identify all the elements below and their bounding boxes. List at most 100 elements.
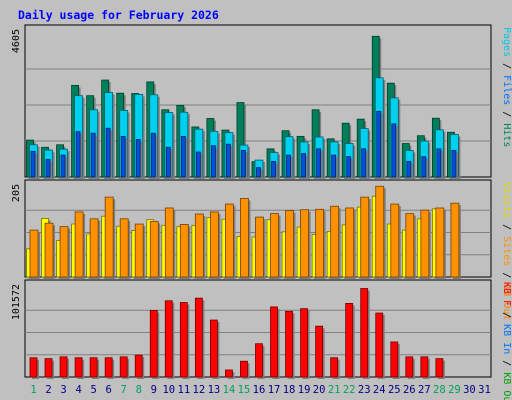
legend-entry: / <box>501 306 512 324</box>
bar-sites <box>104 196 114 278</box>
bar-files <box>301 153 306 178</box>
legend-entry: / <box>501 57 512 75</box>
bar-kb <box>435 358 444 378</box>
bar-sites <box>300 209 309 278</box>
x-tick-label: 23 <box>358 384 371 396</box>
bar-sites <box>29 229 39 278</box>
bar-sites <box>315 208 325 278</box>
x-tick-label: 7 <box>121 384 127 396</box>
panel-kbytes: 101572 KB F / KB In / KB Out <box>11 279 512 400</box>
bar-kb <box>44 358 53 378</box>
bar-files <box>195 151 201 178</box>
bar-files <box>75 131 81 178</box>
x-tick-label: 2 <box>45 384 51 396</box>
x-tick-label: 29 <box>448 384 461 396</box>
bar-sites <box>375 185 385 278</box>
bar-files <box>210 145 216 178</box>
x-tick-label: 9 <box>151 384 157 396</box>
legend: Visits / Sites / KB Out <box>501 182 512 320</box>
bar-files <box>30 150 36 178</box>
bar-sites <box>390 203 400 278</box>
x-tick-label: 6 <box>106 384 112 396</box>
bar-sites <box>119 218 129 278</box>
bar-files <box>271 160 276 178</box>
bar-files <box>241 150 246 178</box>
x-tick-label: 25 <box>388 384 401 396</box>
x-tick-label: 13 <box>208 384 221 396</box>
x-tick-label: 10 <box>162 384 175 396</box>
x-tick-label: 20 <box>313 384 326 396</box>
bar-files <box>286 154 291 178</box>
bar-sites <box>44 222 54 278</box>
bar-kb <box>74 357 83 378</box>
bar-files <box>346 156 352 178</box>
bar-kb <box>360 288 369 378</box>
x-tick-label: 15 <box>238 384 251 396</box>
bar-sites <box>194 213 204 278</box>
bar-files <box>165 146 171 178</box>
bar-sites <box>330 205 340 278</box>
x-tick-label: 11 <box>178 384 191 396</box>
x-tick-label: 18 <box>283 384 296 396</box>
bar-kb <box>345 302 354 378</box>
legend-entry: / <box>501 266 512 284</box>
x-tick-label: 3 <box>60 384 66 396</box>
bar-sites <box>285 210 294 278</box>
bar-sites <box>134 223 144 278</box>
bar-sites <box>179 224 189 278</box>
bar-kb <box>89 357 98 378</box>
legend-entry: Sites <box>501 236 512 266</box>
bar-kb <box>285 310 293 378</box>
bar-files <box>60 154 66 178</box>
bar-kb <box>149 310 158 378</box>
bar-sites <box>225 203 234 278</box>
bar-kb <box>420 356 429 378</box>
bar-kb <box>240 360 248 378</box>
x-tick-label: 19 <box>298 384 311 396</box>
bar-files <box>376 110 382 178</box>
bar-sites <box>450 202 460 278</box>
bar-kb <box>390 341 399 378</box>
bar-sites <box>209 211 219 278</box>
x-tick-label: 26 <box>403 384 416 396</box>
x-tick-label: 31 <box>478 384 491 396</box>
x-tick-label: 4 <box>75 384 81 396</box>
bar-kb <box>255 343 263 378</box>
bar-kb <box>375 312 384 378</box>
bar-kb <box>164 300 173 378</box>
x-tick-label: 5 <box>90 384 96 396</box>
legend: KB F / KB In / KB Out <box>501 282 512 400</box>
legend-entry: / <box>501 354 512 372</box>
bar-sites <box>435 207 445 278</box>
x-tick-label: 17 <box>268 384 281 396</box>
bar-files <box>105 127 111 178</box>
legend-entry: KB In <box>501 324 512 354</box>
bar-kb <box>270 306 278 378</box>
panel-pages-files-hits: 4605 Pages / Files / Hits <box>11 24 512 179</box>
bar-kb <box>225 369 233 378</box>
x-tick-label: 30 <box>463 384 476 396</box>
bar-sites <box>345 207 355 278</box>
x-axis-labels: 1 2 3 4 5 6 7 8 9 10 11 12 13 14 15 16 17 18 19 20 21 22 23 24 2… <box>30 384 490 396</box>
bar-files <box>391 123 397 178</box>
y-max-label: 101572 <box>11 284 22 320</box>
chart-title: Daily usage for February 2026 <box>18 8 219 22</box>
bar-kb <box>209 319 218 378</box>
bar-kb <box>59 356 68 378</box>
chart-panels: 4605 Pages / Files / Hits 20 5 Visits / Site… <box>11 24 512 400</box>
bar-sites <box>405 213 415 278</box>
legend-entry: KB Out <box>501 372 512 400</box>
bar-kb <box>330 357 339 378</box>
bar-files <box>256 167 261 178</box>
x-tick-label: 24 <box>373 384 386 396</box>
bar-files <box>316 148 322 178</box>
bar-kb <box>315 325 324 378</box>
x-tick-label: 28 <box>433 384 446 396</box>
legend-entry: KB Out <box>501 284 512 320</box>
bar-kb <box>104 357 113 378</box>
bar-sites <box>270 213 279 278</box>
x-tick-label: 14 <box>223 384 236 396</box>
bar-files <box>150 132 156 178</box>
bar-files <box>120 135 126 178</box>
